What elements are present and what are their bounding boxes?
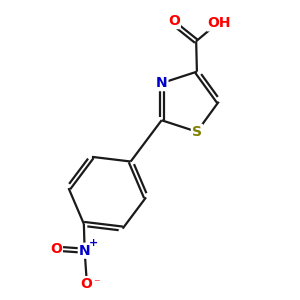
- Text: O: O: [168, 14, 180, 28]
- Text: O: O: [50, 242, 62, 256]
- Text: N: N: [156, 76, 167, 90]
- Text: OH: OH: [208, 16, 231, 30]
- Text: N: N: [79, 244, 90, 258]
- Text: S: S: [192, 125, 202, 139]
- Text: ⁻: ⁻: [94, 278, 100, 291]
- Text: O: O: [80, 277, 92, 291]
- Text: +: +: [89, 238, 98, 248]
